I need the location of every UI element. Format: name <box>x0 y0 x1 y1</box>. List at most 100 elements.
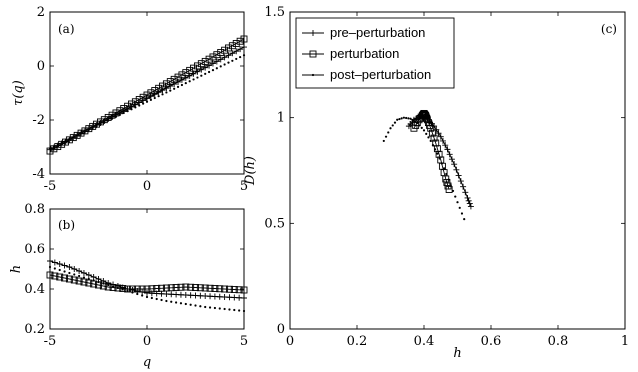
data-point <box>407 117 410 120</box>
data-point <box>119 285 127 292</box>
data-point <box>427 124 435 132</box>
data-point <box>457 178 464 185</box>
data-point <box>120 105 128 112</box>
data-point <box>85 272 92 278</box>
data-point <box>400 117 403 120</box>
data-point <box>455 172 462 179</box>
data-point <box>124 102 132 110</box>
data-point <box>447 178 450 181</box>
data-point <box>196 76 199 79</box>
data-point <box>172 284 180 291</box>
data-point <box>416 121 419 125</box>
data-point <box>206 62 213 69</box>
data-point <box>97 280 100 284</box>
data-point <box>442 142 449 149</box>
data-point <box>79 132 83 135</box>
data-point <box>235 57 238 61</box>
data-point <box>216 285 224 293</box>
data-point <box>122 111 125 115</box>
data-point <box>231 59 234 62</box>
data-point <box>194 68 201 75</box>
data-point <box>170 300 173 303</box>
data-point <box>213 51 221 59</box>
data-point <box>138 104 141 107</box>
data-point <box>60 141 63 144</box>
data-point <box>422 129 426 132</box>
chart-panel-c: 0 0.2 0.4 0.6 0.8 1 0 0.5 1 1.5 (c) D(h) h pre–pertur… <box>243 5 629 361</box>
data-point <box>107 283 110 287</box>
data-point <box>90 274 97 280</box>
data-point <box>221 285 229 293</box>
data-point <box>174 73 182 81</box>
data-point <box>460 212 464 215</box>
data-point <box>99 123 102 126</box>
data-point <box>218 307 221 310</box>
data-point <box>227 61 230 64</box>
data-point <box>184 302 187 306</box>
data-point <box>201 284 209 292</box>
data-point <box>423 114 431 122</box>
data-point <box>116 107 124 115</box>
y-tick-label: 2 <box>37 5 45 20</box>
data-point <box>237 46 244 53</box>
data-point <box>427 136 430 139</box>
data-point <box>236 37 244 45</box>
data-point <box>213 58 220 65</box>
data-point <box>161 93 164 96</box>
data-point <box>466 200 473 207</box>
data-point <box>232 40 240 47</box>
data-point <box>178 71 186 79</box>
data-point <box>111 285 115 288</box>
data-point <box>73 131 81 139</box>
data-point <box>131 98 139 106</box>
y-tick-label: 0 <box>37 59 45 74</box>
data-point <box>68 271 71 275</box>
data-point <box>180 83 184 87</box>
data-point <box>52 145 55 148</box>
data-point <box>436 152 439 155</box>
data-point <box>438 157 441 160</box>
data-point <box>151 91 158 98</box>
data-point <box>73 273 76 276</box>
series-line <box>49 274 245 291</box>
data-point <box>128 100 135 108</box>
data-point <box>176 85 180 88</box>
data-point <box>429 139 432 143</box>
data-point <box>196 284 204 292</box>
data-point <box>241 44 247 51</box>
data-point <box>114 284 122 292</box>
data-point <box>109 284 117 291</box>
data-point <box>425 132 428 135</box>
data-point <box>170 75 178 83</box>
data-point <box>456 201 459 204</box>
data-point <box>143 285 151 293</box>
x-tick-label: 1 <box>621 334 629 349</box>
data-point <box>387 131 390 134</box>
data-point <box>242 54 246 57</box>
legend-label: perturbation <box>330 46 399 61</box>
data-point <box>204 72 207 75</box>
data-point <box>179 302 183 305</box>
data-point <box>230 286 238 293</box>
data-point <box>205 55 213 63</box>
data-point <box>464 194 471 201</box>
x-tick-label: 0 <box>143 334 151 349</box>
legend-label: post–perturbation <box>330 67 431 82</box>
data-point <box>241 295 247 301</box>
data-point <box>149 98 152 102</box>
y-tick-label: 1 <box>277 111 285 126</box>
data-point <box>157 95 160 98</box>
data-point <box>91 126 94 129</box>
data-point <box>133 285 141 293</box>
data-point <box>204 305 207 309</box>
data-point <box>225 44 232 52</box>
series-line <box>384 118 464 219</box>
data-point <box>48 147 52 150</box>
data-point <box>46 271 54 279</box>
data-point <box>446 151 453 158</box>
data-point <box>130 108 133 111</box>
data-point <box>451 189 455 193</box>
data-point <box>153 285 161 292</box>
data-point <box>206 284 214 292</box>
